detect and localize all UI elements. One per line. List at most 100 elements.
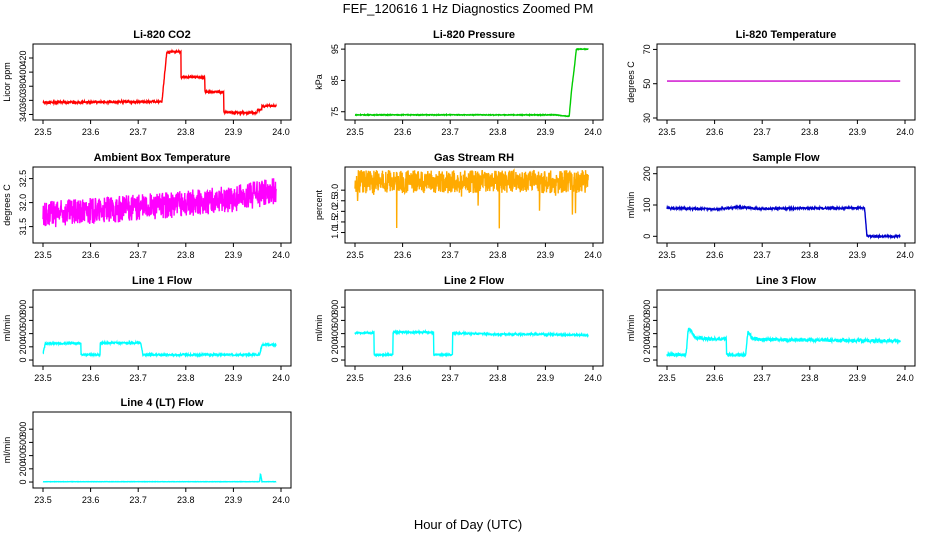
x-tick-label: 23.6 (82, 250, 100, 260)
series-line (354, 47, 589, 118)
y-tick-label: 3.0 (330, 184, 340, 197)
panel-4: Gas Stream RH percent 1.01.52.02.53.0 23.5 2… (314, 152, 604, 260)
y-tick-label: 200 (18, 339, 28, 354)
x-tick-label: 23.5 (346, 250, 364, 260)
y-tick-label: 200 (642, 166, 652, 181)
x-tick-label: 23.8 (489, 373, 507, 383)
x-tick-label: 23.8 (177, 250, 195, 260)
x-tick-label: 24.0 (272, 127, 290, 137)
x-tick-label: 23.9 (225, 373, 243, 383)
panel-title: Line 1 Flow (132, 275, 192, 287)
x-tick-label: 23.8 (489, 250, 507, 260)
plot-frame (656, 289, 916, 367)
y-axis-label: degrees C (626, 61, 636, 103)
x-tick-label: 23.9 (849, 250, 867, 260)
panel-title: Line 3 Flow (756, 275, 816, 287)
x-tick-label: 24.0 (896, 373, 914, 383)
x-tick-label: 23.8 (177, 127, 195, 137)
x-tick-label: 23.9 (225, 250, 243, 260)
plot-frame (32, 166, 292, 244)
x-tick-label: 23.9 (849, 373, 867, 383)
x-tick-label: 23.5 (658, 250, 676, 260)
x-tick-label: 23.7 (441, 250, 459, 260)
x-tick-label: 23.8 (489, 127, 507, 137)
plot-frame (656, 43, 916, 121)
plot-frame (32, 411, 292, 489)
plot-frame (32, 289, 292, 367)
x-tick-label: 23.5 (658, 127, 676, 137)
x-tick-label: 23.5 (346, 127, 364, 137)
y-tick-label: 70 (642, 44, 652, 54)
y-tick-label: 400 (18, 448, 28, 463)
x-tick-label: 23.9 (225, 127, 243, 137)
x-tick-label: 23.7 (753, 250, 771, 260)
x-tick-label: 24.0 (272, 495, 290, 505)
x-tick-label: 23.8 (801, 127, 819, 137)
x-tick-label: 23.9 (537, 127, 555, 137)
x-tick-label: 23.7 (129, 250, 147, 260)
plot-frame (344, 166, 604, 244)
x-tick-label: 24.0 (896, 127, 914, 137)
x-tick-label: 23.5 (34, 127, 52, 137)
y-tick-label: 800 (18, 300, 28, 315)
panel-2: Li-820 Temperature degrees C 30 50 70 23.5 23.… (626, 29, 916, 137)
y-tick-label: 600 (330, 313, 340, 328)
x-axis-title: Hour of Day (UTC) (413, 517, 523, 532)
y-tick-label: 0 (330, 358, 340, 363)
y-tick-label: 400 (18, 326, 28, 341)
x-tick-label: 23.6 (706, 127, 724, 137)
y-tick-label: 32.0 (18, 194, 28, 212)
y-tick-label: 2.0 (330, 205, 340, 218)
y-tick-label: 360 (18, 93, 28, 108)
y-tick-label: 600 (18, 313, 28, 328)
page-title: FEF_120616 1 Hz Diagnostics Zoomed PM (342, 1, 594, 16)
y-tick-label: 100 (642, 197, 652, 212)
y-tick-label: 31.5 (18, 218, 28, 236)
y-tick-label: 1.5 (330, 216, 340, 229)
y-axis-label: degrees C (2, 184, 12, 226)
y-tick-label: 800 (330, 300, 340, 315)
y-axis-label: ml/min (626, 315, 636, 342)
x-tick-label: 24.0 (896, 250, 914, 260)
x-tick-label: 23.9 (537, 373, 555, 383)
plot-frame (656, 166, 916, 244)
x-tick-label: 23.7 (129, 495, 147, 505)
x-tick-label: 23.5 (658, 373, 676, 383)
x-tick-label: 23.8 (801, 250, 819, 260)
y-tick-label: 0 (18, 358, 28, 363)
y-tick-label: 800 (642, 300, 652, 315)
x-tick-label: 23.7 (129, 373, 147, 383)
x-tick-label: 23.8 (177, 495, 195, 505)
series-line (42, 48, 277, 117)
y-axis-label: kPa (314, 74, 324, 90)
plot-frame (344, 43, 604, 121)
x-tick-label: 23.7 (441, 373, 459, 383)
y-tick-label: 800 (18, 422, 28, 437)
y-tick-label: 200 (642, 339, 652, 354)
y-axis-label: ml/min (314, 315, 324, 342)
y-tick-label: 420 (18, 50, 28, 65)
y-axis-label: ml/min (626, 192, 636, 219)
y-tick-label: 32.5 (18, 170, 28, 188)
x-tick-label: 23.7 (753, 127, 771, 137)
x-tick-label: 24.0 (584, 373, 602, 383)
panel-title: Gas Stream RH (434, 152, 514, 164)
panel-title: Ambient Box Temperature (94, 152, 231, 164)
y-tick-label: 0 (18, 480, 28, 485)
y-tick-label: 1.0 (330, 226, 340, 239)
x-tick-label: 24.0 (584, 127, 602, 137)
y-tick-label: 75 (330, 107, 340, 117)
x-tick-label: 23.7 (441, 127, 459, 137)
panel-5: Sample Flow ml/min 0 100 200 23.5 23.6 23.7 23.8… (626, 152, 916, 260)
series-line (42, 178, 277, 228)
y-axis-label: ml/min (2, 315, 12, 342)
y-axis-label: ml/min (2, 437, 12, 464)
series-line (354, 168, 589, 229)
panel-title: Line 2 Flow (444, 275, 504, 287)
y-tick-label: 200 (330, 339, 340, 354)
